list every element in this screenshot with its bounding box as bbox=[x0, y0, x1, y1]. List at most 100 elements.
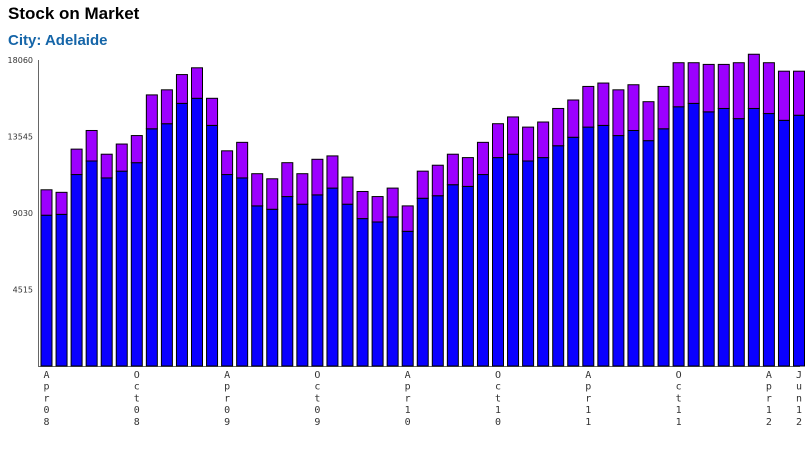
bar-lower bbox=[702, 111, 715, 367]
bar-lower bbox=[55, 213, 68, 367]
bar-upper bbox=[221, 150, 234, 176]
bar-upper bbox=[431, 164, 444, 197]
bar-upper bbox=[251, 173, 264, 207]
bar-lower bbox=[717, 107, 730, 367]
bar-lower bbox=[311, 194, 324, 367]
bar-lower bbox=[461, 185, 474, 367]
bar-upper bbox=[582, 85, 595, 128]
bar-upper bbox=[627, 84, 640, 131]
bar-upper bbox=[296, 173, 309, 205]
bar-upper bbox=[371, 196, 384, 223]
bar-lower bbox=[612, 135, 625, 367]
bar-upper bbox=[446, 153, 459, 186]
bar-upper bbox=[777, 70, 790, 121]
bar-lower bbox=[793, 114, 805, 367]
bar-upper bbox=[356, 190, 369, 220]
bar-upper bbox=[145, 94, 158, 130]
bar-upper bbox=[311, 158, 324, 196]
bar-lower bbox=[492, 157, 504, 367]
bar-lower bbox=[341, 203, 354, 367]
bar-upper bbox=[567, 99, 580, 138]
bar-upper bbox=[191, 67, 203, 99]
bar-lower bbox=[672, 106, 685, 367]
bar-upper bbox=[40, 189, 53, 216]
bar-lower bbox=[552, 145, 565, 367]
bar-lower bbox=[191, 97, 203, 367]
bar-upper bbox=[55, 191, 68, 215]
bar-upper bbox=[732, 62, 745, 120]
y-tick-label: 4515 bbox=[13, 286, 33, 295]
chart-title: Stock on Market bbox=[8, 4, 140, 23]
bar-upper bbox=[70, 148, 83, 176]
bar-lower bbox=[416, 197, 429, 367]
bar-lower bbox=[732, 118, 745, 367]
bar-upper bbox=[461, 157, 474, 187]
bar-upper bbox=[762, 62, 775, 115]
bar-lower bbox=[446, 184, 459, 367]
bar-lower bbox=[747, 107, 760, 367]
bar-upper bbox=[657, 85, 670, 130]
bar-lower bbox=[160, 123, 173, 367]
bar-lower bbox=[145, 128, 158, 367]
bars-group bbox=[40, 53, 805, 367]
bar-lower bbox=[251, 205, 264, 367]
bar-lower bbox=[296, 203, 309, 367]
bar-lower bbox=[777, 119, 790, 367]
bar-upper bbox=[266, 178, 279, 210]
bar-lower bbox=[266, 208, 279, 367]
bar-upper bbox=[507, 116, 520, 155]
bar-upper bbox=[401, 205, 414, 232]
bar-lower bbox=[476, 174, 489, 367]
bar-lower bbox=[236, 177, 249, 367]
bar-upper bbox=[85, 129, 98, 162]
bar-lower bbox=[507, 153, 520, 367]
bar-upper bbox=[175, 74, 188, 104]
bar-upper bbox=[552, 107, 565, 147]
chart-subtitle: City: Adelaide bbox=[8, 32, 108, 49]
bar-lower bbox=[175, 102, 188, 367]
bar-lower bbox=[100, 177, 113, 367]
bar-lower bbox=[115, 170, 128, 367]
bar-upper bbox=[702, 63, 715, 113]
bar-lower bbox=[85, 160, 98, 367]
bar-lower bbox=[687, 102, 700, 367]
bar-upper bbox=[160, 89, 173, 125]
bar-lower bbox=[356, 218, 369, 367]
y-tick-label: 13545 bbox=[8, 133, 33, 142]
bar-upper bbox=[717, 63, 730, 109]
bar-lower bbox=[522, 160, 535, 367]
bar-upper bbox=[687, 62, 700, 104]
bar-upper bbox=[386, 187, 399, 218]
y-tick-label: 9030 bbox=[13, 209, 33, 218]
y-tick-labels: 18060 13545 9030 4515 bbox=[8, 56, 33, 295]
bar-upper bbox=[522, 126, 535, 162]
bar-upper bbox=[476, 141, 489, 176]
bar-upper bbox=[341, 176, 354, 205]
bar-lower bbox=[627, 129, 640, 367]
bar-upper bbox=[612, 89, 625, 137]
bar-lower bbox=[401, 230, 414, 367]
bar-upper bbox=[206, 97, 219, 126]
bar-upper bbox=[597, 82, 610, 126]
bar-upper bbox=[326, 155, 339, 189]
bar-lower bbox=[326, 187, 339, 367]
bar-lower bbox=[642, 140, 655, 367]
bar-upper bbox=[416, 170, 429, 199]
y-tick-label: 18060 bbox=[8, 56, 33, 65]
bar-lower bbox=[537, 157, 550, 367]
bar-upper bbox=[115, 143, 128, 172]
bar-upper bbox=[236, 141, 249, 179]
bar-lower bbox=[431, 195, 444, 367]
bar-upper bbox=[492, 123, 504, 159]
bar-lower bbox=[70, 174, 83, 367]
